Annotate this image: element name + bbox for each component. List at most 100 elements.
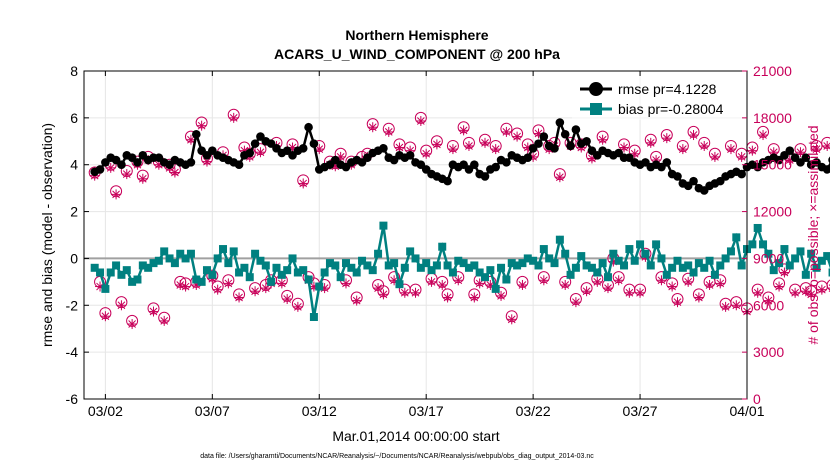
bias-point (320, 268, 329, 277)
bias-point (336, 273, 345, 282)
assimilated-obs-point (736, 151, 747, 162)
bias-point (598, 259, 607, 268)
bias-point (272, 263, 281, 272)
assimilated-obs-point (774, 281, 785, 292)
bias-point (160, 247, 169, 256)
bias-point (240, 263, 249, 272)
rmse-point (443, 176, 452, 186)
assimilated-obs-point (282, 294, 293, 305)
rmse-point (309, 139, 319, 148)
bias-point (363, 261, 372, 270)
bias-point (620, 261, 629, 270)
assimilated-obs-point (426, 276, 437, 287)
bias-point (502, 275, 511, 284)
bias-point (331, 261, 340, 270)
bias-point (358, 256, 367, 265)
plot-frame (83, 70, 748, 400)
bias-point (341, 259, 350, 268)
bias-point (823, 252, 830, 261)
rmse-point (801, 153, 811, 162)
assimilated-obs-point (699, 140, 710, 151)
bias-point (347, 263, 356, 272)
assimilated-obs-point (624, 287, 635, 298)
bias-point (603, 273, 612, 282)
bias-point (464, 263, 473, 272)
bias-point (208, 270, 217, 279)
assimilated-obs-point (758, 130, 769, 141)
rmse-point (534, 139, 543, 148)
bias-point (529, 256, 538, 265)
bias-point (481, 273, 490, 282)
assimilated-obs-point (677, 144, 688, 155)
y-tick-label: 0 (70, 250, 78, 266)
bias-point (737, 261, 746, 270)
bias-point (587, 263, 596, 272)
assimilated-obs-point (720, 301, 731, 312)
bias-point (368, 266, 377, 275)
assimilated-obs-point (415, 115, 426, 126)
bias-point (459, 259, 468, 268)
right-y-tick-label: 18000 (753, 110, 792, 126)
assimilated-obs-point (394, 142, 405, 153)
rmse-point (555, 118, 565, 127)
bias-point (315, 282, 324, 291)
assimilated-obs-point (613, 275, 624, 286)
bias-point (133, 275, 142, 284)
bias-point (614, 256, 623, 265)
bias-point (748, 240, 757, 249)
bias-point (753, 223, 762, 232)
rmse-point (133, 158, 142, 167)
bias-point (154, 256, 163, 265)
assimilated-obs-point (822, 140, 830, 151)
rmse-point (191, 129, 201, 139)
bias-point (101, 284, 110, 293)
assimilated-obs-point (175, 279, 186, 290)
bias-point (197, 277, 206, 286)
bias-point (780, 245, 789, 254)
assimilated-obs-point (111, 189, 122, 200)
bias-point (122, 266, 131, 275)
bias-point (497, 263, 506, 272)
bias-point (571, 263, 580, 272)
legend-rmse-label: rmse pr=4.1228 (618, 81, 717, 97)
assimilated-obs-point (709, 151, 720, 162)
legend: rmse pr=4.1228 bias pr=-0.28004 (572, 76, 742, 120)
assimilated-obs-point (693, 292, 704, 303)
bias-point (144, 263, 153, 272)
bias-point (192, 275, 201, 284)
bias-point (759, 240, 768, 249)
assimilated-obs-point (715, 278, 726, 289)
bias-point (775, 259, 784, 268)
bias-point (791, 254, 800, 263)
bias-point (507, 259, 516, 268)
x-tick-label: 03/02 (88, 403, 123, 419)
bias-point (726, 247, 735, 256)
bias-point (582, 261, 591, 270)
bias-point (432, 261, 441, 270)
rmse-point (480, 172, 490, 181)
assimilated-obs-point (469, 292, 480, 303)
assimilated-obs-point (538, 275, 549, 286)
bias-point (636, 240, 645, 249)
chart-title: Northern Hemisphere (345, 27, 488, 43)
rmse-point (566, 141, 575, 151)
assimilated-obs-point (480, 137, 491, 148)
y-tick-label: 6 (70, 110, 78, 126)
bias-point (267, 277, 276, 286)
assimilated-obs-point (442, 292, 453, 303)
bias-point (96, 268, 105, 277)
assimilated-obs-point (255, 147, 266, 158)
assimilated-obs-point (223, 278, 234, 289)
right-y-tick-label: 12000 (753, 204, 792, 220)
bias-point (764, 249, 773, 258)
assimilated-obs-point (645, 137, 656, 148)
bias-point (657, 254, 666, 263)
bias-point (251, 249, 260, 258)
bias-point (416, 263, 425, 272)
assimilated-obs-point (496, 290, 507, 301)
bias-point (186, 249, 195, 258)
y-tick-label: 4 (70, 157, 78, 173)
assimilated-obs-point (228, 112, 239, 123)
assimilated-obs-point (501, 126, 512, 137)
bias-point (593, 268, 602, 277)
